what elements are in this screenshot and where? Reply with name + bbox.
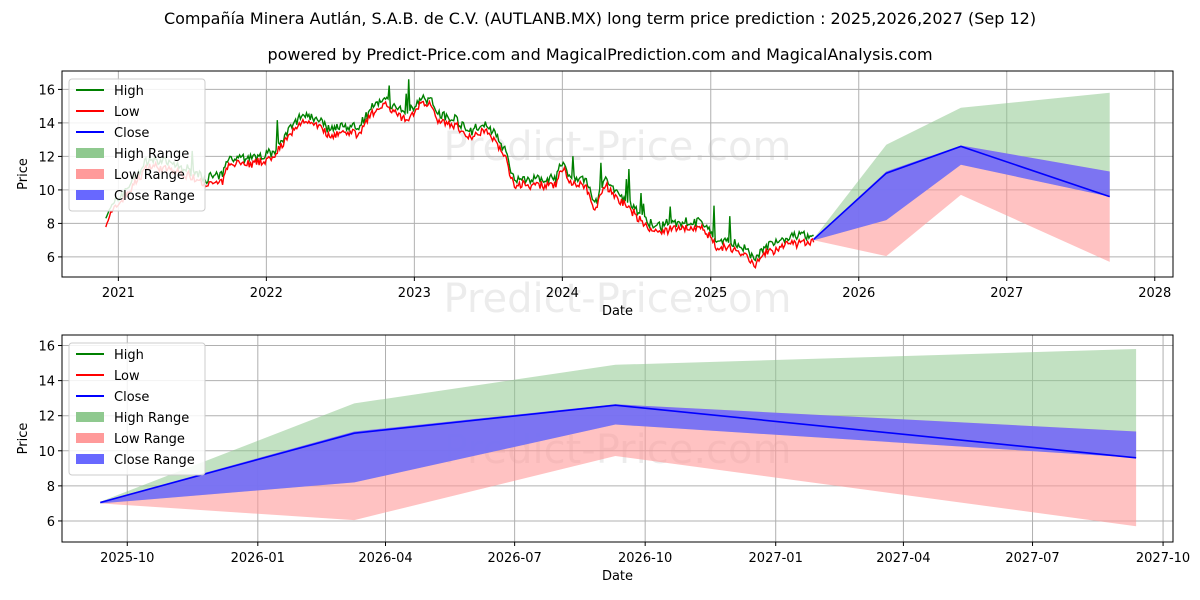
bottom-y-tick-label: 6 [47,515,55,530]
top-legend-swatch [76,190,104,200]
bottom-x-tick-label: 2027-04 [876,551,930,566]
bottom-x-tick-label: 2026-07 [487,551,541,566]
top-close-range-band [813,145,1110,241]
bottom-close-forecast-line [100,404,1137,504]
bottom-x-tick-label: 2026-04 [358,551,412,566]
top-legend-label: Low Range [114,168,185,183]
top-x-tick-label: 2024 [546,286,579,301]
top-y-tick-label: 6 [47,251,55,266]
top-x-axis-label: Date [602,304,633,319]
top-legend-swatch [76,169,104,179]
bottom-x-tick-label: 2025-10 [100,551,154,566]
top-legend-label: Close [114,126,149,141]
bottom-y-tick-label: 14 [38,375,55,390]
top-y-tick-label: 16 [38,83,55,98]
top-x-tick-label: 2027 [990,286,1023,301]
top-x-tick-label: 2028 [1138,286,1171,301]
top-legend-label: Close Range [114,189,195,204]
bottom-x-axis-label: Date [602,569,633,584]
bottom-x-tick-label: 2026-10 [618,551,672,566]
top-y-tick-label: 8 [47,217,55,232]
top-plot-border [61,70,1174,278]
top-legend-label: High [114,84,144,99]
top-y-tick-label: 10 [38,184,55,199]
bottom-legend-swatch [76,433,104,443]
top-x-tick-label: 2021 [102,286,135,301]
bottom-legend-label: High Range [114,411,189,426]
top-watermark: Predict-Price.com [444,124,792,170]
bottom-y-axis-label: Price [16,423,31,455]
top-x-tick-label: 2022 [250,286,283,301]
bottom-x-tick-label: 2026-01 [231,551,285,566]
top-y-tick-label: 12 [38,150,55,165]
bottom-x-tick-label: 2027-07 [1005,551,1059,566]
top-low-price-line [105,99,815,270]
bottom-y-tick-label: 10 [38,445,55,460]
top-x-tick-label: 2023 [398,286,431,301]
bottom-legend-label: Low Range [114,432,185,447]
top-legend-label: High Range [114,147,189,162]
top-x-tick-label: 2026 [842,286,875,301]
top-x-tick-label: 2025 [694,286,727,301]
top-y-tick-label: 14 [38,117,55,132]
bottom-y-tick-label: 16 [38,340,55,355]
bottom-x-tick-label: 2027-10 [1136,551,1190,566]
bottom-close-range-band [100,404,1137,504]
bottom-plot-border [61,334,1174,543]
top-close-forecast-line [813,145,1110,240]
bottom-legend-swatch [76,412,104,422]
bottom-x-tick-label: 2027-01 [749,551,803,566]
chart-subtitle: powered by Predict-Price.com and Magical… [267,45,933,64]
bottom-legend-label: Low [114,369,140,384]
chart-title: Compañía Minera Autlán, S.A.B. de C.V. (… [163,9,1037,28]
top-y-axis-label: Price [16,158,31,190]
bottom-y-tick-label: 8 [47,480,55,495]
bottom-y-tick-label: 12 [38,410,55,425]
bottom-legend-swatch [76,454,104,464]
bottom-legend-label: High [114,348,144,363]
top-legend-swatch [76,148,104,158]
bottom-legend-label: Close [114,390,149,405]
bottom-legend-label: Close Range [114,453,195,468]
top-high-price-line [105,79,814,262]
top-watermark: Predict-Price.com [444,276,792,322]
top-legend-label: Low [114,105,140,120]
